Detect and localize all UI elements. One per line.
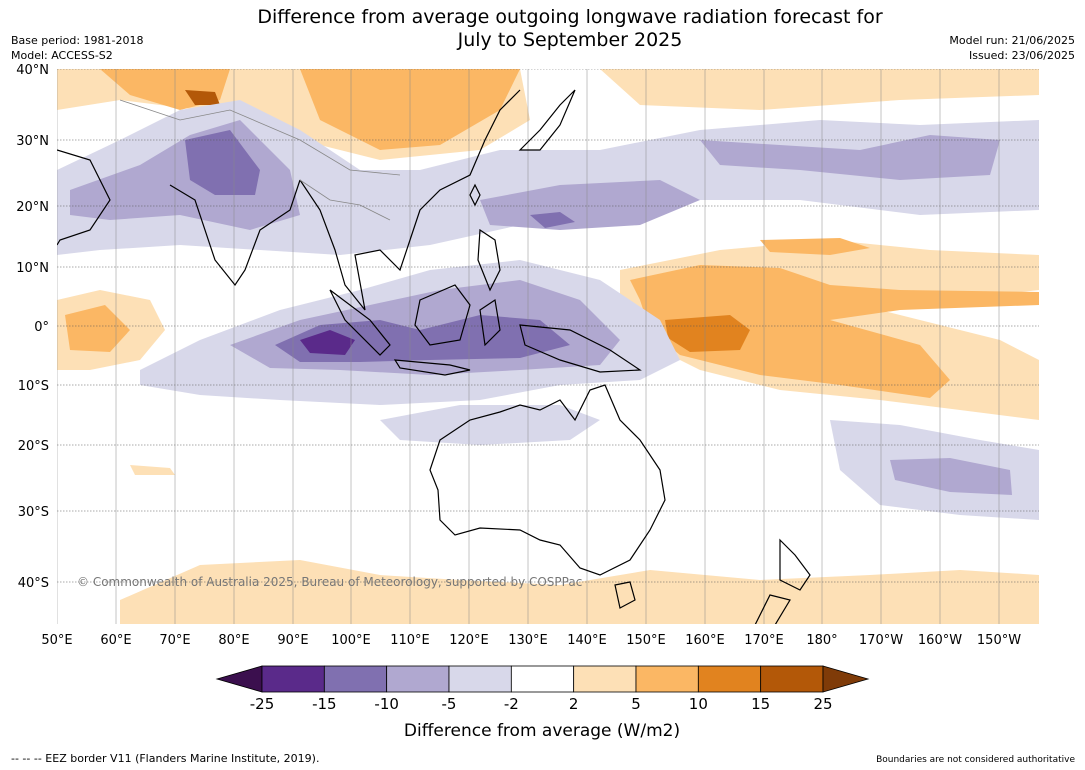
lon-label: 160°W (918, 633, 962, 648)
lon-label: 150°W (977, 633, 1021, 648)
copyright-text: © Commonwealth of Australia 2025, Bureau… (77, 575, 582, 589)
map-area: © Commonwealth of Australia 2025, Bureau… (57, 69, 1039, 624)
meta-right: Model run: 21/06/2025 Issued: 23/06/2025 (949, 33, 1075, 63)
lon-label: 60°E (100, 633, 131, 648)
lat-labels: 40°N 30°N 20°N 10°N 0° 10°S 20°S 30°S 40… (16, 63, 49, 591)
model-name: Model: ACCESS-S2 (11, 49, 113, 62)
colorbar-label: Difference from average (W/m2) (404, 721, 680, 741)
lat-label: 20°N (16, 200, 49, 215)
colorbar-tick-label: -5 (442, 695, 457, 713)
lon-label: 180° (806, 633, 837, 648)
colorbar-tick-label: -2 (504, 695, 519, 713)
field-pos-nw-peak (185, 90, 220, 105)
coastlines (57, 89, 811, 624)
issued-date: Issued: 23/06/2025 (968, 49, 1075, 62)
coast-australia (429, 384, 666, 576)
colorbar-tick-label: 15 (751, 695, 770, 713)
eez-note: -- -- -- EEZ border V11 (Flanders Marine… (11, 752, 320, 765)
field-neg-maritime-inner (275, 315, 570, 362)
colorbar-ticks: -25 -15 -10 -5 -2 2 5 10 15 25 (250, 695, 833, 713)
colorbar-tick-label: -25 (250, 695, 275, 713)
field-pos-southern (120, 560, 1039, 624)
colorbar-swatch (386, 665, 450, 693)
field-neg-north-band (57, 100, 1039, 255)
lon-label: 50°E (41, 633, 72, 648)
colorbar-tick-label: 5 (631, 695, 641, 713)
coast-sulawesi (479, 298, 501, 347)
field-pos-pacific-core (630, 265, 1039, 398)
lon-label: 140°E (567, 633, 607, 648)
lon-label: 130°E (508, 633, 548, 648)
field-neg-south-pacific-core (890, 458, 1012, 495)
colorbar-swatch (760, 665, 824, 693)
colorbar-tick-label: 2 (569, 695, 579, 713)
lon-label: 120°E (449, 633, 489, 648)
field-neg-south-indian (380, 405, 600, 445)
coast-se-asia (299, 89, 521, 311)
colorbar-tick-label: -15 (312, 695, 337, 713)
colorbar-swatch (573, 665, 637, 693)
colorbar-tick-label: -10 (374, 695, 399, 713)
lon-label: 100°E (331, 633, 371, 648)
model-run: Model run: 21/06/2025 (949, 34, 1075, 47)
lat-label: 30°N (16, 134, 49, 149)
boundary-disclaimer: Boundaries are not considered authoritat… (876, 755, 1075, 765)
colorbar-arrow-high (822, 665, 870, 693)
coast-arabia (57, 149, 111, 246)
lon-label: 110°E (390, 633, 430, 648)
field-pos-west-indian-core (65, 305, 130, 352)
field-neg-india-core (185, 130, 260, 195)
coast-borneo (414, 284, 471, 346)
colorbar-swatch (510, 665, 575, 693)
coast-taiwan (469, 183, 481, 207)
lat-label: 10°N (16, 261, 49, 276)
colorbar-tick-label: 10 (689, 695, 708, 713)
field-pos-pacific-10n (760, 238, 870, 255)
coast-new-zealand (754, 538, 811, 624)
lon-label: 170°W (859, 633, 903, 648)
lat-label: 0° (34, 320, 49, 335)
lon-label: 150°E (626, 633, 666, 648)
field-pos-pacific-peak (665, 315, 750, 352)
lon-label: 70°E (159, 633, 190, 648)
lat-label: 40°N (16, 63, 49, 78)
field-neg-maritime-peak (300, 330, 355, 355)
lat-label: 40°S (18, 576, 49, 591)
coast-java (393, 359, 471, 376)
coast-tasmania (614, 581, 636, 609)
lon-label: 80°E (218, 633, 249, 648)
colorbar-swatch (635, 665, 699, 693)
base-period: Base period: 1981-2018 (11, 34, 144, 47)
meta-left: Base period: 1981-2018 Model: ACCESS-S2 (11, 33, 143, 63)
field-pos-north-east (600, 69, 1039, 110)
colorbar-arrow-low (215, 665, 263, 693)
lat-label: 30°S (18, 505, 49, 520)
lon-labels: 50°E 60°E 70°E 80°E 90°E 100°E 110°E 120… (41, 633, 1021, 648)
field-pos-patch (130, 465, 175, 475)
colorbar (215, 665, 870, 693)
coast-philippines (477, 228, 501, 292)
chart-title: Difference from average outgoing longwav… (170, 6, 970, 52)
lon-label: 170°E (744, 633, 784, 648)
coast-new-guinea (519, 324, 642, 373)
lat-label: 20°S (18, 439, 49, 454)
coast-japan (518, 89, 576, 151)
coast-india (169, 179, 301, 287)
coast-sumatra (329, 289, 391, 356)
field-neg-philippines-core (530, 212, 575, 228)
lon-label: 90°E (277, 633, 308, 648)
colorbar-swatch (448, 665, 512, 693)
title-line-2: July to September 2025 (457, 29, 683, 51)
title-line-1: Difference from average outgoing longwav… (257, 6, 883, 28)
colorbar-swatch (261, 665, 325, 693)
colorbar-tick-label: 25 (813, 695, 832, 713)
colorbar-swatch (323, 665, 388, 693)
colorbar-swatch (697, 665, 762, 693)
lat-label: 10°S (18, 379, 49, 394)
borders (119, 99, 401, 221)
field-neg-pacific-north (700, 135, 1000, 180)
lon-label: 160°E (685, 633, 725, 648)
